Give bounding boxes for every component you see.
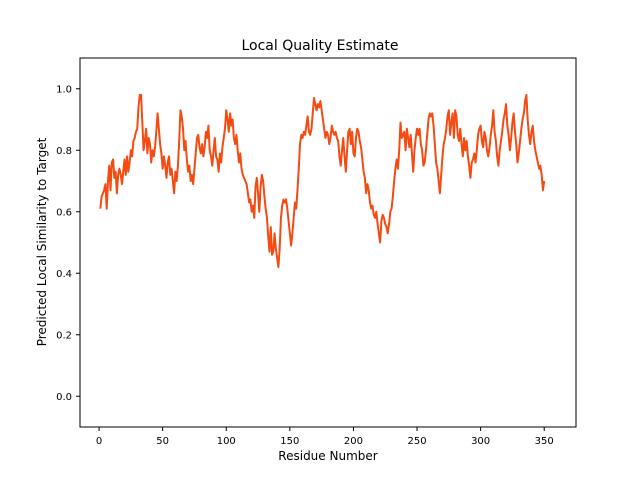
y-tick-label: 0.0 (56, 392, 72, 403)
x-tick-label: 150 (280, 436, 299, 447)
y-axis-title: Predicted Local Similarity to Target (35, 137, 49, 346)
y-tick-label: 0.2 (56, 330, 72, 341)
x-tick-label: 100 (217, 436, 236, 447)
plot-frame (79, 57, 577, 428)
x-tick-label: 0 (96, 436, 102, 447)
x-tick-label: 350 (535, 436, 554, 447)
x-tick-label: 250 (407, 436, 426, 447)
plot-area: 0 50 100 150 200 250 300 350 0.0 0.2 0.4 0.6 0.8 1.0 (56, 57, 577, 447)
x-tick-label: 300 (471, 436, 490, 447)
series-layer (99, 93, 546, 269)
x-tick-label: 200 (344, 436, 363, 447)
x-axis-ticks: 0 50 100 150 200 250 300 350 (96, 427, 554, 447)
y-tick-label: 1.0 (56, 84, 72, 95)
chart-title: Local Quality Estimate (241, 38, 398, 54)
y-tick-label: 0.6 (56, 207, 72, 218)
y-tick-label: 0.8 (56, 146, 72, 157)
x-axis-title: Residue Number (278, 449, 377, 463)
x-tick-label: 50 (156, 436, 169, 447)
series-line-0 (99, 93, 546, 269)
y-tick-label: 0.4 (56, 269, 72, 280)
y-axis-ticks: 0.0 0.2 0.4 0.6 0.8 1.0 (56, 84, 80, 403)
